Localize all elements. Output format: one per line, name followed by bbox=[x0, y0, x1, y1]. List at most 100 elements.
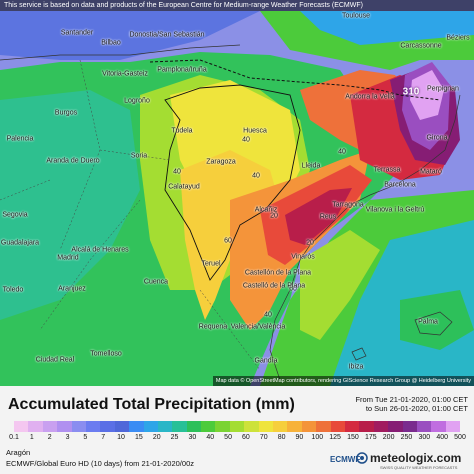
city-label: Aranda de Duero bbox=[46, 157, 100, 165]
balearic-island-mallorca bbox=[414, 311, 453, 336]
city-label: Béziers bbox=[446, 34, 470, 42]
city-label: Aranjuez bbox=[58, 285, 86, 293]
scale-tick-label: 150 bbox=[347, 434, 359, 441]
scale-tick-label: 25 bbox=[170, 434, 179, 441]
scale-tick-label: 40 bbox=[206, 434, 215, 441]
city-label: Huesca bbox=[243, 127, 267, 135]
city-label: Andorra la Vella bbox=[345, 93, 395, 101]
scale-tick-label: 175 bbox=[364, 434, 377, 441]
precipitation-map[interactable]: This service is based on data and produc… bbox=[0, 0, 474, 386]
map-attribution: Map data © OpenStreetMap contributors, r… bbox=[212, 376, 474, 386]
city-label: Ciudad Real bbox=[35, 356, 75, 364]
legend-title: Accumulated Total Precipitation (mm) bbox=[8, 396, 295, 413]
scale-tick-label: 500 bbox=[454, 434, 466, 441]
contour-label: 40 bbox=[242, 136, 250, 144]
scale-tick-label: 250 bbox=[400, 434, 413, 441]
scale-segment bbox=[359, 421, 374, 432]
scale-segment bbox=[100, 421, 115, 432]
scale-segment bbox=[28, 421, 43, 432]
city-label: Donostia/San Sebastián bbox=[129, 31, 205, 39]
city-label: Vilanova i la Geltrú bbox=[365, 206, 425, 214]
city-label: Toulouse bbox=[341, 12, 371, 20]
max-value-label: 310 bbox=[402, 86, 420, 98]
scale-tick-label: 5 bbox=[83, 434, 88, 441]
balearic-green bbox=[400, 290, 474, 350]
scale-segment bbox=[287, 421, 302, 432]
northern-coast bbox=[0, 44, 241, 61]
scale-segment bbox=[143, 421, 158, 432]
scale-tick-label: 7 bbox=[101, 434, 106, 441]
scale-segment bbox=[330, 421, 345, 432]
notice-banner: This service is based on data and produc… bbox=[0, 0, 474, 11]
scale-tick-label: 200 bbox=[382, 434, 395, 441]
scale-segment bbox=[57, 421, 72, 432]
scale-tick-label: 300 bbox=[418, 434, 431, 441]
color-scale bbox=[14, 421, 461, 432]
model-info: ECMWF/Global Euro HD (10 days) from 21-0… bbox=[6, 459, 194, 468]
scale-tick-label: 50 bbox=[224, 434, 232, 441]
city-label: Ibiza bbox=[348, 363, 364, 371]
coastline bbox=[299, 94, 461, 261]
city-label: Segovia bbox=[2, 211, 28, 219]
scale-segment bbox=[431, 421, 446, 432]
bay-of-biscay bbox=[0, 11, 260, 60]
city-label: Terrassa bbox=[373, 166, 401, 174]
scale-segment bbox=[172, 421, 187, 432]
balearic-island-ibiza bbox=[351, 347, 367, 361]
city-label: Castelló de la Plana bbox=[242, 282, 306, 290]
city-label: Castellón de la Plana bbox=[244, 269, 312, 277]
city-label: Soria bbox=[130, 152, 148, 160]
city-label: Perpignan bbox=[427, 85, 459, 93]
scale-tick-label: 1 bbox=[29, 434, 34, 441]
scale-tick-label: 20 bbox=[152, 434, 161, 441]
city-label: Toledo bbox=[2, 286, 24, 294]
city-label: Bilbao bbox=[101, 39, 121, 47]
scale-segment bbox=[14, 421, 29, 432]
city-label: Girona bbox=[426, 134, 448, 142]
scale-segment bbox=[186, 421, 202, 432]
scale-tick-label: 30 bbox=[188, 434, 197, 441]
scale-segment bbox=[445, 421, 461, 432]
aragon-border bbox=[164, 84, 301, 281]
city-label: Carcassonne bbox=[400, 42, 442, 50]
coast-darkred bbox=[285, 188, 352, 245]
scale-segment bbox=[402, 421, 417, 432]
city-label: Reus bbox=[319, 213, 337, 221]
scale-segment bbox=[215, 421, 230, 432]
meteologix-tagline: SWISS QUALITY WEATHER FORECASTS bbox=[380, 465, 458, 470]
scale-tick-label: 100 bbox=[311, 434, 324, 441]
scale-tick-label: 2 bbox=[47, 434, 52, 441]
scale-tick-label: 60 bbox=[242, 434, 250, 441]
contour-label: 40 bbox=[338, 148, 346, 156]
city-label: Zaragoza bbox=[206, 158, 236, 166]
city-label: Tomelloso bbox=[90, 350, 122, 358]
region-label: Aragón bbox=[6, 448, 31, 457]
scale-segment bbox=[85, 421, 101, 432]
city-label: Vinaròs bbox=[291, 253, 315, 261]
forecast-period: From Tue 21-01-2020, 01:00 CET to Sun 26… bbox=[355, 395, 468, 413]
ecmwf-logo-text: ECMWF bbox=[330, 455, 361, 464]
scale-segment bbox=[258, 421, 274, 432]
city-label: Cuenca bbox=[143, 278, 169, 286]
city-label: Burgos bbox=[54, 109, 78, 117]
city-label: Mataró bbox=[420, 168, 442, 176]
contour-label: 20 bbox=[306, 239, 314, 247]
city-label: Calatayud bbox=[168, 183, 200, 191]
province-lines bbox=[0, 59, 261, 371]
scale-segment bbox=[157, 421, 173, 432]
scale-tick-label: 400 bbox=[436, 434, 448, 441]
sea-yellowgreen bbox=[300, 230, 380, 340]
west-light-green bbox=[0, 90, 140, 320]
city-label: Santander bbox=[60, 29, 94, 37]
contour-label: 60 bbox=[289, 285, 297, 293]
scale-segment bbox=[244, 421, 259, 432]
scale-segment bbox=[114, 421, 130, 432]
scale-segment bbox=[344, 421, 360, 432]
city-label: Palencia bbox=[6, 135, 34, 143]
city-label: Alcalá de Henares bbox=[71, 246, 129, 254]
city-label: Requena bbox=[198, 323, 228, 331]
city-label: Tudela bbox=[171, 127, 193, 135]
scale-segment bbox=[373, 421, 389, 432]
meteologix-brand[interactable]: meteologix.com bbox=[370, 451, 462, 465]
scale-segment bbox=[273, 421, 288, 432]
